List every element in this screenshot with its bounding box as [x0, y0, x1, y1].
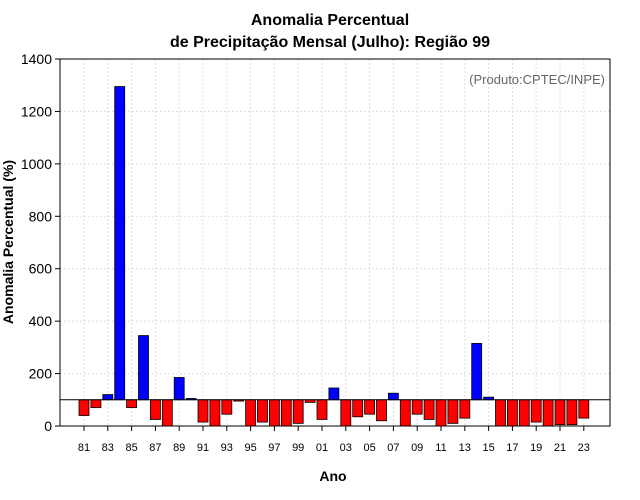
bar-20	[542, 399, 554, 427]
y-tick-label: 600	[29, 261, 53, 277]
y-axis-label: Anomalia Percentual (%)	[0, 160, 16, 324]
chart-title-line2: de Precipitação Mensal (Julho): Região 9…	[170, 34, 490, 51]
y-tick-label: 1200	[21, 103, 52, 119]
bar-81	[78, 399, 90, 416]
bar-93	[221, 399, 233, 415]
bar-12	[447, 399, 459, 424]
bar-91	[197, 399, 209, 423]
x-tick-label-23: 23	[578, 442, 590, 454]
y-tick-label: 200	[29, 366, 53, 382]
bar-21	[554, 399, 566, 426]
bar-23	[578, 399, 590, 419]
bar-82	[90, 399, 102, 409]
bar-08	[399, 399, 411, 427]
bar-14	[471, 343, 483, 401]
bar-88	[161, 399, 173, 427]
bar-99	[292, 399, 304, 424]
y-tick-label: 800	[29, 208, 53, 224]
bar-13	[459, 399, 471, 419]
bar-96	[257, 399, 268, 423]
x-tick-label-89: 89	[173, 442, 185, 454]
bar-84	[114, 86, 126, 401]
bar-83	[102, 394, 114, 401]
chart-title-line1: Anomalia Percentual	[251, 12, 409, 29]
bar-11	[435, 399, 447, 427]
bar-07	[387, 392, 399, 401]
x-tick-label-03: 03	[340, 442, 352, 454]
x-tick-label-95: 95	[244, 442, 256, 454]
bar-86	[138, 335, 149, 401]
grid-lines	[60, 58, 610, 427]
y-axis: 0 200 400 600 800 1000 1200 1400	[21, 51, 60, 434]
bar-97	[268, 399, 280, 427]
x-tick-label-83: 83	[102, 442, 114, 454]
x-tick-label-97: 97	[268, 442, 280, 454]
x-tick-label-87: 87	[149, 442, 161, 454]
bar-06	[376, 399, 387, 422]
x-tick-label-81: 81	[78, 442, 90, 454]
x-tick-label-15: 15	[482, 442, 494, 454]
bar-89	[173, 377, 185, 401]
x-tick-label-17: 17	[506, 442, 518, 454]
bar-09	[411, 399, 423, 415]
bar-03	[340, 399, 352, 427]
bar-92	[209, 399, 221, 427]
x-tick-label-05: 05	[363, 442, 375, 454]
x-tick-label-99: 99	[292, 442, 304, 454]
bar-05	[364, 399, 376, 415]
y-tick-label: 400	[29, 313, 53, 329]
y-tick-label: 1400	[21, 51, 52, 67]
y-tick-label: 0	[44, 418, 52, 434]
bar-04	[352, 399, 364, 418]
x-tick-label-01: 01	[316, 442, 328, 454]
bar-95	[245, 399, 257, 427]
x-tick-label-93: 93	[221, 442, 233, 454]
bar-16	[495, 399, 506, 427]
x-axis-label: Ano	[319, 468, 346, 484]
bar-18	[518, 399, 530, 427]
bar-10	[423, 399, 435, 420]
x-tick-label-13: 13	[459, 442, 471, 454]
bar-19	[530, 399, 542, 423]
bar-98	[280, 399, 292, 427]
bar-85	[126, 399, 137, 409]
plot-frame	[59, 58, 611, 427]
x-tick-label-07: 07	[387, 442, 399, 454]
x-tick-label-21: 21	[554, 442, 566, 454]
x-tick-label-19: 19	[530, 442, 542, 454]
bar-02	[328, 387, 340, 401]
bar-22	[566, 399, 578, 426]
bar-01	[316, 399, 328, 420]
bar-87	[149, 399, 161, 420]
y-tick-label: 1000	[21, 156, 52, 172]
x-tick-label-85: 85	[125, 442, 137, 454]
x-tick-label-09: 09	[411, 442, 423, 454]
x-tick-label-11: 11	[435, 442, 446, 454]
x-axis: 81 83 85 87 89 91 93 95 97 99 01 03 05 07 09 11 13 15 17 19…	[78, 426, 590, 454]
bar-17	[506, 399, 518, 427]
x-tick-label-91: 91	[197, 442, 209, 454]
source-label: (Produto:CPTEC/INPE)	[469, 72, 605, 87]
